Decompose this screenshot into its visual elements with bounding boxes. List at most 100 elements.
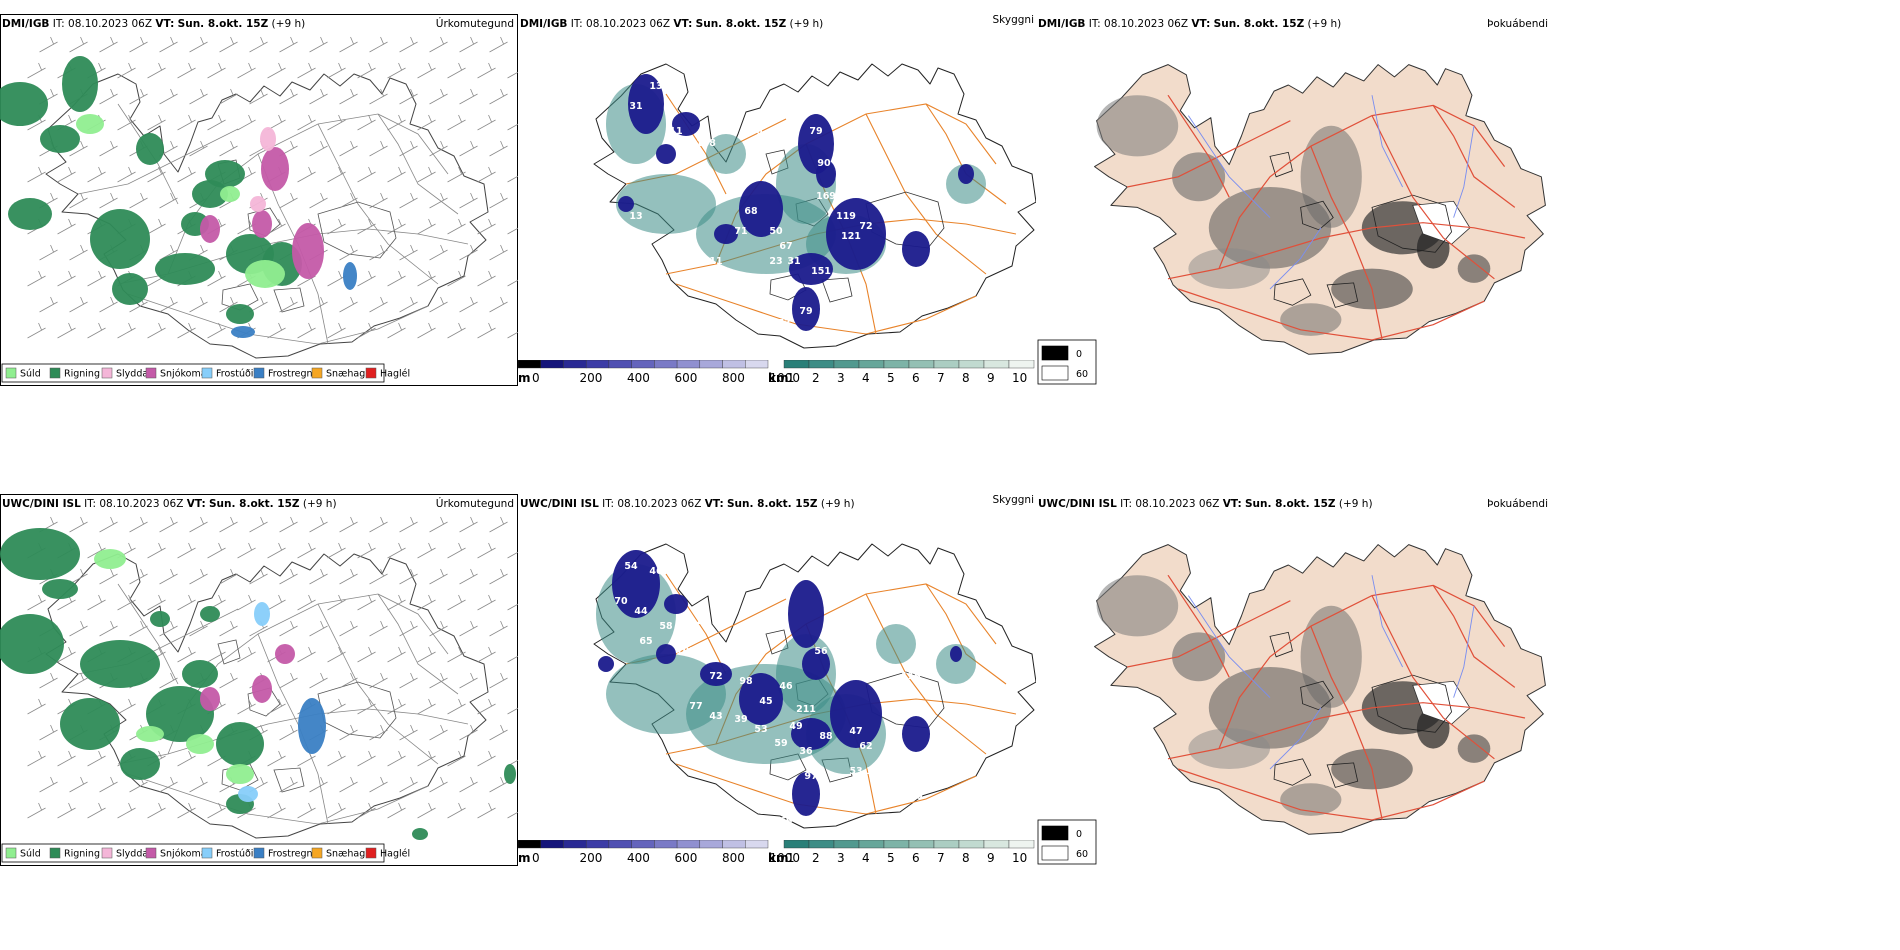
it-value: 08.10.2023 06Z [1104,18,1189,30]
panel-header: UWC/DINI ISL IT: 08.10.2023 06Z VT: Sun.… [1038,498,1373,510]
elevation-value: 119 [901,671,921,682]
vt-value: Sun. 8.okt. 15Z [209,498,300,510]
vt-value: Sun. 8.okt. 15Z [1213,18,1305,30]
elevation-value: 11 [669,126,682,137]
it-value: 08.10.2023 06Z [617,498,702,510]
panel-title: Úrkomutegund [435,18,514,30]
lead-time: (+9 h) [789,18,824,30]
elev-tick: 1000 [770,371,801,385]
fog-legend-label: 60 [1076,849,1088,860]
visibility-panel: 31 13 11 138 47 13 68 71 50 67 119 72 121 23 31 19 151 64… [518,14,1036,386]
legend-label: Súld [20,849,41,860]
elevation-value: 211 [796,704,816,715]
elevation-value: 12 [689,616,702,627]
elevation-value: 79 [799,306,812,317]
panel-header: DMI/IGB IT: 08.10.2023 06Z VT: Sun. 8.ok… [520,18,823,30]
elevation-value: 70 [614,596,628,607]
elevation-value: 49 [789,721,802,732]
vis-tick: 4 [862,371,870,385]
elevation-value: 138 [696,138,716,149]
fog-fields [1096,95,1491,336]
elev-tick: 0 [532,851,540,865]
elevation-value: 72 [709,671,722,682]
model-name: DMI/IGB [1038,18,1086,30]
legend-swatch [145,367,157,379]
precip-map: Súld Rigning Slydda Snjókoma Frostúði Frostre… [0,494,518,866]
vt-value: Sun. 8.okt. 15Z [727,498,818,510]
model-name: DMI/IGB [520,18,568,30]
elevation-value: 79 [809,126,822,137]
vis-tick: 7 [937,851,945,865]
fog-legend: 0 60 [1037,819,1097,865]
elevation-value: 56 [814,646,828,657]
elevation-value: 77 [689,701,702,712]
legend-label: Rigning [64,369,100,380]
elevation-value: 43 [709,711,722,722]
panel-title: Skyggni [992,14,1035,26]
vis-tick: 5 [887,851,895,865]
visibility-panel: 54 46 70 44 58 103 33 72 98 46 45 39 53 59 49 36 88 47 62 5… [518,494,1036,866]
it-label: IT: [52,18,65,30]
elevation-value: 151 [811,266,831,277]
vt-value: Sun. 8.okt. 15Z [1245,498,1336,510]
precip-type-panel: Súld Rigning Slydda Snjókoma Frostúði Frostre… [0,494,518,866]
elevation-value: 23 [769,256,782,267]
precip-fields [0,56,357,338]
elevation-value: 103 [676,646,696,657]
model-name: UWC/DINI ISL [1038,498,1117,510]
vt-label: VT: [1191,18,1211,30]
elevation-value: 71 [899,276,912,287]
elevation-value: 54 [624,561,638,572]
vis-tick: 3 [837,851,845,865]
elevation-value: 53 [849,766,862,777]
elevation-value: 64 [849,276,863,287]
lead-time: (+9 h) [820,498,855,510]
elevation-value: 90 [817,158,831,169]
precip-type-panel: Súld Rigning Slydda Snjókoma Frostúði Frostre… [0,14,518,386]
elevation-value: 31 [629,101,642,112]
legend-swatch [201,367,213,379]
elev-tick: 200 [580,371,603,385]
it-value: 08.10.2023 06Z [586,18,671,30]
legend-label: Haglél [380,849,410,860]
legend-label: Frostregn [268,369,313,380]
it-value: 08.10.2023 06Z [1135,498,1220,510]
elevation-value: 68 [744,206,758,217]
lead-time: (+9 h) [1338,498,1373,510]
vt-label: VT: [155,18,175,30]
precip-legend: Súld Rigning Slydda Snjókoma Frostúði Frostre… [1,363,410,383]
elevation-value: 88 [819,731,833,742]
elevation-value: 69 [779,816,792,827]
elevation-value: 106 [814,106,834,117]
vt-label: VT: [673,18,693,30]
legend-swatch [145,847,157,859]
elevation-value: 40 [909,791,923,802]
legend-swatch [253,847,265,859]
legend-label: Frostúði [216,849,253,860]
elevation-value: 67 [779,241,792,252]
lead-time: (+9 h) [302,498,337,510]
fog-legend-label: 0 [1076,349,1082,360]
elevation-value: 172 [906,176,926,187]
fog-legend: 0 60 [1037,339,1097,385]
elevation-value: 39 [734,714,747,725]
legend-swatch [5,367,17,379]
it-label: IT: [1120,498,1133,510]
elev-unit: m [518,851,531,865]
vis-tick: 9 [987,371,995,385]
legend-label: Snjókoma [160,369,207,380]
elevation-value: 46 [649,566,663,577]
legend-swatch [201,847,213,859]
model-name: UWC/DINI ISL [2,498,81,510]
legend-label: Rigning [64,849,100,860]
elev-tick: 600 [675,371,698,385]
precip-legend: Súld Rigning Slydda Snjókoma Frostúði Frostre… [1,843,410,863]
legend-label: Slydda [116,369,148,380]
precip-fields [0,528,516,840]
panel-header: UWC/DINI ISL IT: 08.10.2023 06Z VT: Sun.… [520,498,855,510]
elevation-value: 45 [759,696,772,707]
